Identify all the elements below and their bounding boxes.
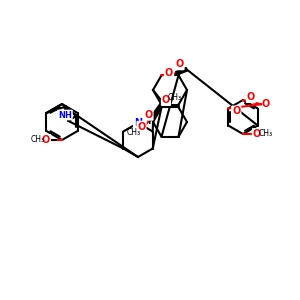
Text: O: O [42,135,50,145]
Text: O: O [165,68,173,78]
Text: O: O [253,129,261,139]
Text: CH₃: CH₃ [259,130,273,139]
Text: ·H: ·H [145,118,155,127]
Text: O: O [176,59,184,69]
Text: O: O [262,99,270,109]
Text: O: O [162,95,170,105]
Text: O: O [247,92,255,102]
Text: O: O [137,122,146,132]
Text: CH₃: CH₃ [168,94,182,103]
Text: O: O [144,110,153,120]
Text: O: O [232,106,240,116]
Text: NH: NH [58,110,72,119]
Text: CH₃: CH₃ [126,128,141,137]
Text: N: N [134,118,142,128]
Text: CH₃: CH₃ [31,136,45,145]
